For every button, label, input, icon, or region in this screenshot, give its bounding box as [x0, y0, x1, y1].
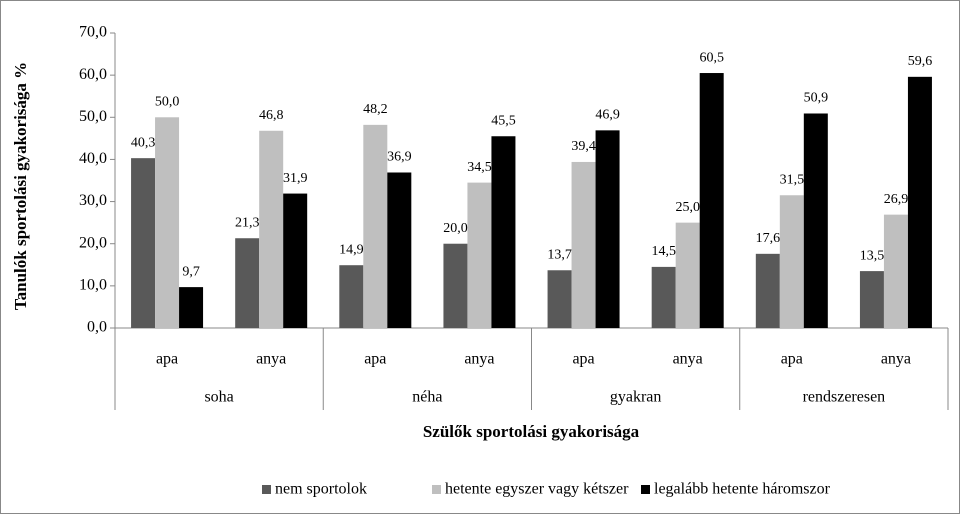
bar: [859, 271, 884, 328]
legend-label: legalább hetente háromszor: [654, 481, 831, 498]
value-label: 9,7: [182, 264, 200, 279]
bar: [131, 158, 156, 328]
bar: [675, 222, 700, 328]
value-label: 26,9: [884, 192, 909, 207]
legend-swatch: [262, 485, 271, 494]
value-label: 31,9: [283, 171, 308, 186]
legend-swatch: [432, 485, 441, 494]
value-label: 36,9: [387, 150, 412, 165]
y-axis-title: Tanulók sportolási gyakorisága %: [11, 62, 30, 310]
x-tick-label: anya: [673, 351, 703, 368]
y-tick-label: 0,0: [87, 319, 107, 336]
bar: [387, 172, 412, 328]
bar: [179, 287, 204, 328]
y-tick-label: 50,0: [79, 108, 107, 125]
group-label: rendszeresen: [803, 389, 886, 406]
x-tick-label: apa: [572, 351, 594, 368]
x-tick-label: anya: [881, 351, 911, 368]
y-tick-label: 20,0: [79, 234, 107, 251]
bar: [491, 136, 516, 328]
bar: [443, 243, 468, 328]
x-tick-label: anya: [256, 351, 286, 368]
legend-label: nem sportolok: [275, 481, 367, 498]
value-label: 31,5: [780, 172, 805, 187]
bar: [547, 270, 572, 328]
bar: [467, 182, 492, 328]
value-label: 17,6: [756, 231, 781, 246]
group-label: soha: [204, 389, 233, 406]
value-label: 14,5: [651, 244, 676, 259]
value-label: 60,5: [699, 50, 724, 65]
bar: [155, 117, 180, 329]
value-label: 13,5: [860, 248, 885, 263]
bar: [259, 130, 284, 328]
value-label: 46,9: [595, 108, 620, 123]
y-tick-label: 10,0: [79, 277, 107, 294]
bar: [803, 113, 828, 328]
value-label: 46,8: [259, 108, 284, 123]
value-label: 48,2: [363, 102, 388, 117]
value-label: 13,7: [547, 247, 572, 262]
value-label: 50,9: [804, 91, 829, 106]
x-tick-label: apa: [364, 351, 386, 368]
y-tick-label: 40,0: [79, 150, 107, 167]
bar: [755, 253, 780, 328]
x-tick-label: apa: [156, 351, 178, 368]
group-label: gyakran: [610, 389, 662, 406]
bar: [595, 130, 620, 328]
bar: [571, 161, 596, 328]
value-label: 20,0: [443, 221, 468, 236]
value-label: 25,0: [675, 200, 700, 215]
group-label: néha: [412, 389, 442, 406]
bar: [907, 76, 932, 328]
x-tick-label: apa: [781, 351, 803, 368]
bar: [363, 124, 388, 328]
bar: [883, 214, 908, 328]
value-label: 34,5: [467, 160, 492, 175]
bar: [779, 195, 804, 328]
value-label: 59,6: [908, 54, 933, 69]
bar: [699, 73, 724, 329]
x-tick-label: anya: [464, 351, 494, 368]
value-label: 50,0: [155, 95, 180, 110]
value-label: 14,9: [339, 242, 364, 257]
value-label: 40,3: [131, 135, 156, 150]
bar: [283, 193, 308, 328]
bar: [339, 265, 364, 328]
y-tick-label: 60,0: [79, 66, 107, 83]
x-axis-title: Szülők sportolási gyakorisága: [423, 422, 640, 441]
bar: [235, 238, 260, 328]
value-label: 21,3: [235, 215, 260, 230]
value-label: 39,4: [571, 139, 596, 154]
y-tick-label: 30,0: [79, 192, 107, 209]
legend-swatch: [641, 485, 650, 494]
bar: [651, 266, 676, 328]
y-tick-label: 70,0: [79, 24, 107, 41]
value-label: 45,5: [491, 113, 516, 128]
legend-label: hetente egyszer vagy kétszer: [445, 481, 629, 498]
